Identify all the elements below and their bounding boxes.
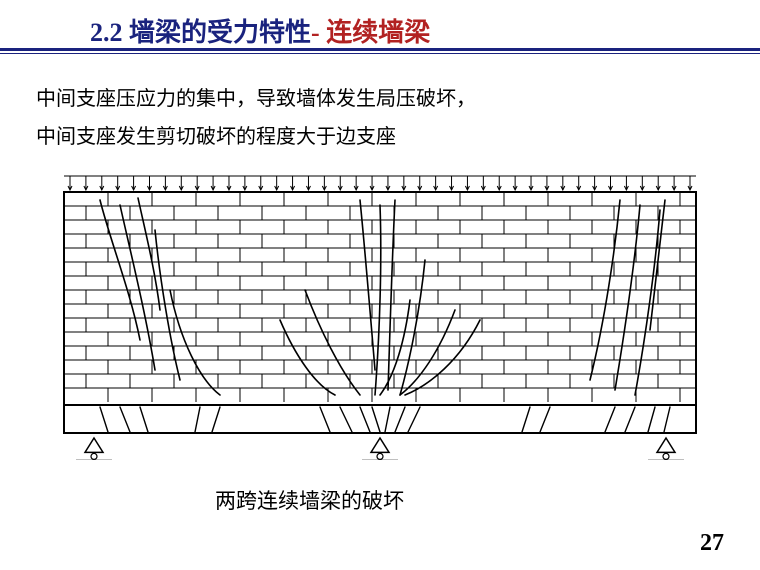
section-title: 2.2 墙梁的受力特性- 连续墙梁: [90, 12, 430, 49]
title-dash: -: [311, 18, 326, 47]
title-sub: 连续墙梁: [326, 18, 430, 47]
wall-beam-diagram: [60, 170, 700, 460]
title-main: 墙梁的受力特性: [129, 18, 311, 47]
body-line-2: 中间支座发生剪切破坏的程度大于边支座: [36, 120, 396, 149]
section-number: 2.2: [90, 18, 123, 47]
body-line-1: 中间支座压应力的集中，导致墙体发生局压破坏，: [36, 82, 476, 111]
header-rule-thick: [0, 48, 760, 51]
diagram-caption: 两跨连续墙梁的破坏: [215, 485, 404, 515]
header-rule-thin: [0, 53, 760, 54]
page-number: 27: [700, 530, 724, 557]
